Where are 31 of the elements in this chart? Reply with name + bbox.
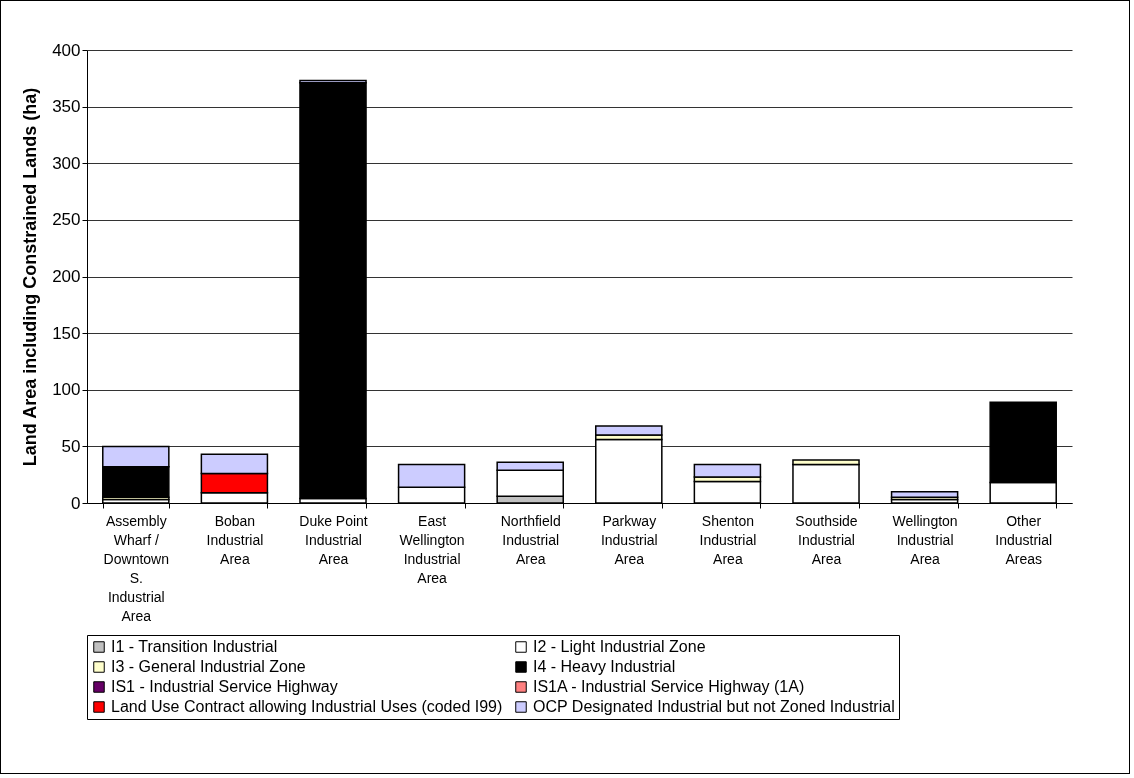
- y-tick-label: 0: [71, 493, 81, 513]
- y-tick-label: 300: [52, 153, 81, 173]
- y-axis-title: Land Area including Constrained Lands (ha): [20, 87, 41, 467]
- legend-label: I4 - Heavy Industrial: [533, 658, 676, 675]
- y-tick-label: 400: [52, 40, 81, 60]
- legend-label: IS1 - Industrial Service Highway: [111, 678, 338, 695]
- y-tick-label: 350: [52, 97, 81, 117]
- x-tick-label: Other Industrial Areas: [995, 512, 1053, 567]
- y-tick-label: 50: [61, 436, 81, 456]
- x-tick-label: Duke Point Industrial Area: [299, 512, 368, 567]
- legend-label: I1 - Transition Industrial: [111, 638, 278, 655]
- x-tick-label: Boban Industrial Area: [206, 512, 264, 567]
- x-tick-label: Shenton Industrial Area: [699, 512, 757, 567]
- x-tick-label: East Wellington Industrial Area: [399, 512, 465, 586]
- x-tick-label: Wellington Industrial Area: [892, 512, 958, 567]
- x-tick-label: Northfield Industrial Area: [500, 512, 561, 567]
- legend-label: Land Use Contract allowing Industrial Uses (coded I99): [111, 698, 503, 715]
- y-tick-label: 200: [52, 267, 81, 286]
- x-tick-label: Assembly Wharf / Downtown S. Industrial Area: [103, 512, 169, 624]
- bar: [693, 463, 762, 478]
- y-tick-label: 150: [52, 323, 81, 343]
- bar: [595, 425, 663, 436]
- x-tick-label: Parkway Industrial Area: [600, 512, 658, 567]
- y-tick-label: 250: [52, 210, 81, 230]
- legend-label: OCP Designated Industrial but not Zoned Industrial: [533, 698, 895, 715]
- x-tick-label: Southside Industrial Area: [795, 512, 858, 567]
- legend-label: I3 - General Industrial Zone: [111, 658, 306, 675]
- legend-label: I2 - Light Industrial Zone: [533, 638, 706, 655]
- bar: [890, 490, 959, 499]
- legend-label: IS1A - Industrial Service Highway (1A): [533, 678, 805, 695]
- y-tick-label: 100: [52, 380, 81, 400]
